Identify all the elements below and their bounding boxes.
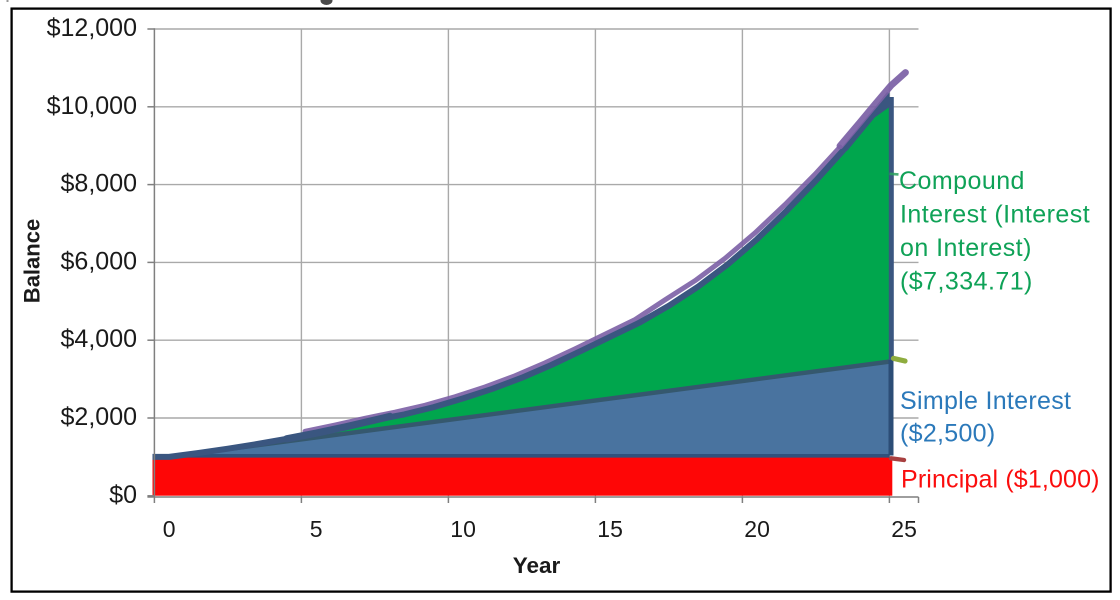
svg-text:10: 10 [450, 516, 476, 542]
svg-text:5: 5 [310, 516, 323, 542]
svg-text:$12,000: $12,000 [47, 14, 137, 42]
svg-text:$0: $0 [109, 481, 137, 509]
svg-text:20: 20 [744, 516, 770, 542]
svg-text:$4,000: $4,000 [61, 325, 137, 353]
svg-text:Year: Year [513, 553, 561, 578]
svg-text:Compound: Compound [899, 167, 1025, 195]
svg-text:($2,500): ($2,500) [900, 420, 996, 448]
svg-text:$10,000: $10,000 [47, 92, 137, 120]
svg-text:$6,000: $6,000 [61, 247, 137, 275]
svg-text:0: 0 [163, 516, 176, 542]
svg-text:Balance: Balance [20, 219, 45, 303]
svg-text:Interest (Interest: Interest (Interest [900, 201, 1090, 229]
svg-text:on Interest): on Interest) [900, 234, 1032, 262]
svg-text:15: 15 [597, 516, 623, 542]
svg-text:$8,000: $8,000 [61, 170, 137, 198]
svg-text:Principal ($1,000): Principal ($1,000) [901, 466, 1100, 494]
svg-text:Simple Interest: Simple Interest [900, 387, 1071, 415]
svg-text:$2,000: $2,000 [61, 403, 137, 431]
svg-text:25: 25 [891, 516, 917, 542]
svg-text:($7,334.71): ($7,334.71) [900, 268, 1033, 296]
